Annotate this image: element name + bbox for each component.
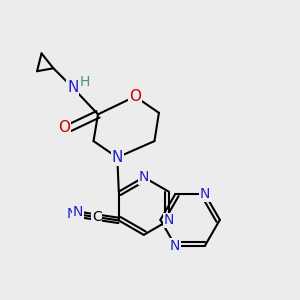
Text: N: N <box>73 205 83 219</box>
Text: O: O <box>129 89 141 104</box>
Text: N: N <box>67 80 78 95</box>
Text: N: N <box>112 150 123 165</box>
Text: N: N <box>200 187 210 201</box>
Text: O: O <box>58 120 70 135</box>
Text: N: N <box>170 238 181 253</box>
Text: N: N <box>139 170 149 184</box>
Text: H: H <box>80 75 90 88</box>
Text: C: C <box>92 210 102 224</box>
Text: N: N <box>164 213 174 227</box>
Text: N: N <box>67 207 77 221</box>
